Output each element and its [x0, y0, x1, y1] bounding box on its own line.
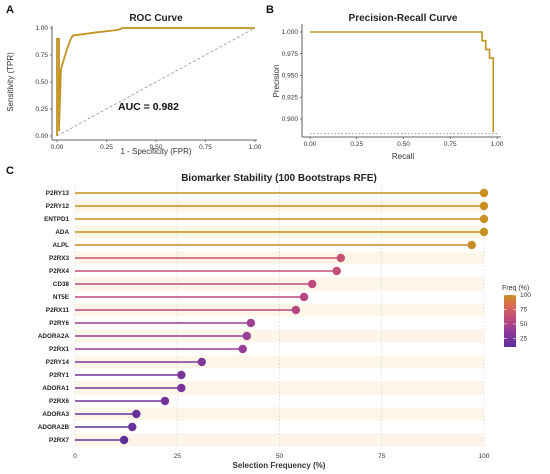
lollipop-point — [246, 318, 256, 328]
lollipop-point — [177, 383, 186, 393]
panel-b-letter: B — [266, 4, 274, 16]
pr-ytick-label: 0.900 — [282, 116, 299, 123]
row-band — [75, 433, 484, 447]
category-label: P2RY12 — [46, 203, 70, 210]
roc-ytick-label: 0.25 — [35, 106, 48, 113]
panel-c-letter: C — [6, 165, 14, 177]
category-label: P2RY6 — [49, 320, 69, 327]
row-band — [75, 355, 484, 369]
pr-xlabel: Recall — [392, 152, 414, 161]
pr-ytick-label: 0.925 — [282, 94, 299, 101]
pr-xtick-label: 0.75 — [444, 141, 457, 148]
roc-ytick-label: 0.00 — [35, 133, 48, 140]
legend-tick-label: 100 — [520, 292, 531, 299]
category-label: P2RX4 — [49, 268, 69, 275]
category-label: ADA — [55, 229, 69, 236]
category-label: ENTPD1 — [44, 216, 69, 223]
pr-ytick-label: 0.975 — [282, 51, 299, 58]
category-label: ADORA1 — [42, 385, 69, 392]
pr-title: Precision-Recall Curve — [349, 13, 458, 24]
stability-xlabel: Selection Frequency (%) — [233, 461, 326, 470]
legend-tick-label: 75 — [520, 307, 528, 314]
lollipop-point — [479, 214, 489, 224]
lollipop-point — [467, 240, 476, 250]
lollipop-point — [238, 344, 247, 354]
category-label: CD38 — [53, 281, 70, 288]
category-label: P2RX6 — [49, 398, 69, 405]
roc-xtick-label: 0.75 — [199, 144, 212, 151]
category-label: P2RY13 — [46, 190, 70, 197]
lollipop-point — [242, 331, 251, 341]
lollipop-point — [479, 227, 489, 237]
category-label: NT5E — [53, 294, 69, 301]
roc-ytick-label: 1.00 — [35, 25, 48, 32]
category-label: P2RX1 — [49, 346, 69, 353]
stability-plot: 0 25 50 75 100 P2RY13 P2RY12 ENTPD1 ADA ALPL P2RX3… — [38, 185, 490, 460]
color-legend: Freq (%) 100 75 50 25 — [502, 285, 531, 347]
lollipop-point — [197, 357, 206, 367]
roc-xlabel: 1 - Specificity (FPR) — [120, 147, 191, 156]
category-label: P2RX7 — [49, 437, 69, 444]
auc-annotation: AUC = 0.982 — [118, 101, 179, 113]
stability-xtick-label: 50 — [276, 453, 284, 460]
category-label: ADORA2B — [38, 424, 70, 431]
pr-curve — [310, 31, 495, 132]
lollipop-point — [128, 422, 137, 432]
roc-xtick-label: 1.00 — [249, 144, 262, 151]
roc-xtick-label: 0.25 — [100, 144, 113, 151]
stability-xtick-label: 25 — [174, 453, 182, 460]
stability-xtick-label: 75 — [378, 453, 386, 460]
lollipop-point — [299, 292, 309, 302]
legend-title: Freq (%) — [502, 285, 529, 292]
lollipop-point — [332, 266, 341, 276]
panel-a-letter: A — [6, 4, 14, 16]
category-label: P2RY1 — [49, 372, 69, 379]
pr-ylabel: Precision — [272, 65, 281, 98]
lollipop-point — [119, 435, 129, 445]
pr-xtick-label: 1.00 — [491, 141, 504, 148]
pr-xtick-label: 0.25 — [350, 141, 363, 148]
category-label: ADORA3 — [42, 411, 69, 418]
lollipop-point — [132, 409, 141, 419]
roc-xtick-label: 0.50 — [150, 144, 163, 151]
lollipop-point — [160, 396, 170, 406]
lollipop-point — [291, 305, 301, 315]
category-label: P2RX11 — [46, 307, 70, 314]
lollipop-point — [479, 188, 489, 198]
category-label: ALPL — [53, 242, 70, 249]
legend-colorbar — [504, 295, 516, 347]
lollipop-point — [177, 370, 186, 380]
roc-ytick-label: 0.75 — [35, 52, 48, 59]
roc-title: ROC Curve — [129, 13, 183, 24]
pr-xtick-label: 0.00 — [304, 141, 317, 148]
stability-title: Biomarker Stability (100 Bootstraps RFE) — [181, 173, 377, 184]
roc-plot: 0.00 0.25 0.50 0.75 1.00 0.00 0.25 0.50 0.75 1.00 — [35, 25, 261, 151]
roc-ylabel: Sensitivity (TPR) — [6, 52, 15, 112]
legend-tick-label: 50 — [520, 321, 528, 328]
lollipop-point — [479, 201, 489, 211]
pr-ytick-label: 1.000 — [282, 29, 299, 36]
roc-ytick-label: 0.50 — [35, 79, 48, 86]
stability-xtick-label: 100 — [479, 453, 490, 460]
roc-curve — [56, 27, 255, 136]
legend-tick-label: 25 — [520, 336, 528, 343]
pr-plot: 0.00 0.25 0.50 0.75 1.00 0.900 0.925 0.950 0.975… — [282, 24, 504, 148]
roc-diagonal — [56, 27, 256, 137]
stability-xtick-label: 0 — [73, 453, 77, 460]
pr-ytick-label: 0.950 — [282, 73, 299, 80]
lollipop-point — [308, 279, 317, 289]
category-label: P2RY14 — [46, 359, 70, 366]
category-label: ADORA2A — [38, 333, 70, 340]
pr-xtick-label: 0.50 — [397, 141, 410, 148]
lollipop-point — [336, 253, 346, 263]
roc-xtick-label: 0.00 — [51, 144, 64, 151]
category-label: P2RX3 — [49, 255, 69, 262]
